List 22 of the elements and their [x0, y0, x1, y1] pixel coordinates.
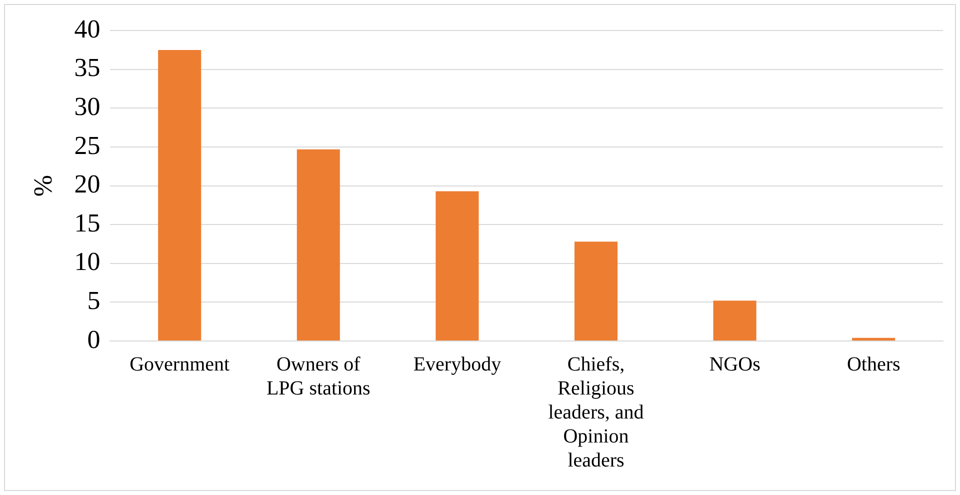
y-tick-label: 40: [74, 14, 100, 44]
bar: [296, 149, 340, 340]
bar: [436, 191, 479, 340]
y-tick-label: 0: [87, 324, 100, 354]
bar: [574, 242, 618, 340]
y-tick-label: 15: [74, 208, 100, 238]
x-tick-label: Owners of LPG stations: [266, 353, 371, 400]
bar: [852, 338, 896, 340]
x-tick-label: NGOs: [709, 353, 761, 376]
bar: [158, 50, 202, 340]
bar: [713, 300, 756, 340]
y-tick-label: 5: [87, 286, 100, 316]
y-tick-label: 30: [74, 92, 100, 122]
x-tick-label: Everybody: [413, 353, 502, 376]
y-tick-label: 20: [74, 170, 100, 199]
y-tick-label: 35: [74, 53, 100, 82]
x-tick-label: Government: [130, 353, 230, 376]
x-tick-label: Chiefs, Religious leaders, and Opinion leaders: [548, 353, 644, 472]
y-tick-label: 10: [74, 247, 100, 276]
y-axis-title: %: [28, 174, 58, 197]
x-tick-label: Others: [846, 353, 900, 376]
y-tick-label: 25: [74, 130, 100, 160]
